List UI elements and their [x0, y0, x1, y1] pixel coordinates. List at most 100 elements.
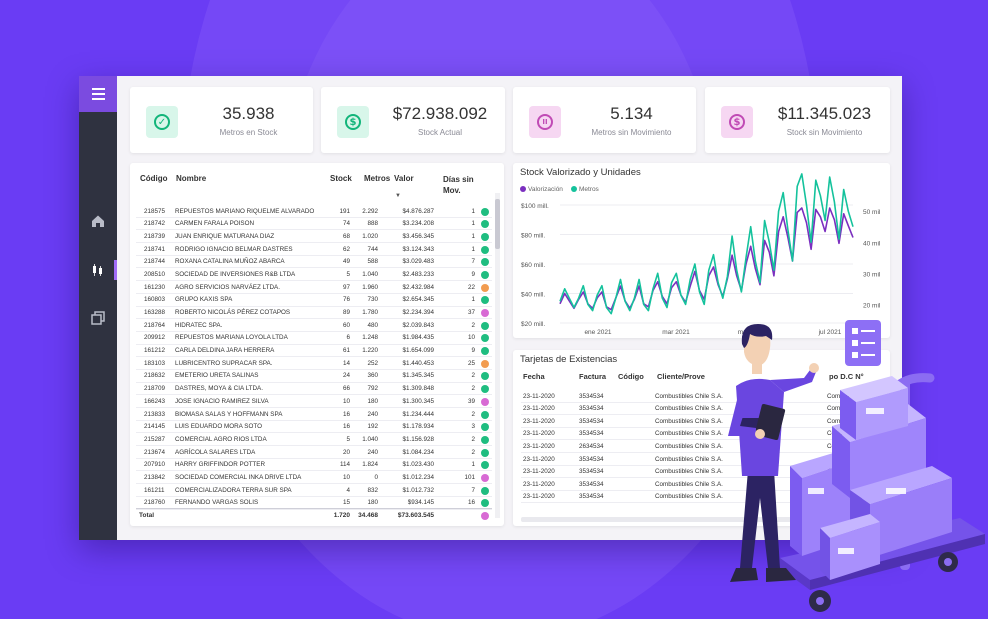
cell-fecha: 23-11-2020 [523, 430, 555, 438]
status-icon [481, 245, 489, 254]
cell-stock: 114 [339, 461, 350, 469]
cell-metros: 1.040 [362, 270, 378, 278]
cell-nombre: CARMEN FARALA POISON [175, 220, 255, 228]
table-row[interactable]: 213674 AGRÍCOLA SALARES LTDA 20 240 $1.084.2… [136, 446, 492, 459]
tarjetas-hscroll[interactable] [521, 517, 811, 522]
cell-metros: 1.824 [362, 461, 378, 469]
col-nombre[interactable]: Nombre [176, 174, 207, 183]
table-row[interactable]: 218575 REPUESTOS MARIANO RIQUELME ALVARAD… [136, 205, 492, 218]
table-scrollbar[interactable] [495, 193, 500, 518]
table-row[interactable]: 218709 DASTRES, MOYA & CIA LTDA. 66 792 $1.3… [136, 383, 492, 396]
legend-item-valorizacion[interactable]: Valorización [520, 186, 563, 193]
table-row[interactable]: 161230 AGRO SERVICIOS NARVÁEZ LTDA. 97 1.96… [136, 281, 492, 294]
table-row[interactable]: 163288 ROBERTO NICOLÁS PÉREZ COTAPOS 89 1.7… [136, 307, 492, 320]
cell-factura: 3534534 [579, 430, 604, 438]
home-icon[interactable] [90, 213, 106, 229]
x-tick: ene 2021 [584, 329, 611, 336]
cell-codigo: 218709 [144, 385, 166, 393]
table-row[interactable]: 160803 GRUPO KAXIS SPA 76 730 $2.654.345 1 [136, 294, 492, 307]
table-row[interactable]: 183103 LUBRICENTRO SUPRACAR SPA. 14 252 $1.4… [136, 357, 492, 370]
table-header: Código Nombre Stock Metros Valor Días si… [130, 171, 504, 205]
table-row[interactable]: 213833 BIOMASA SALAS Y HOFFMANN SPA 16 240 $… [136, 408, 492, 421]
table-row[interactable]: 209912 REPUESTOS MARIANA LOYOLA LTDA 6 1.24… [136, 332, 492, 345]
cell-metros: 480 [367, 321, 378, 329]
cell-metros: 180 [367, 499, 378, 507]
col-tipo[interactable]: po D.C N° [829, 372, 864, 381]
cell-valor: $1.012.234 [402, 473, 434, 481]
kpi-metros-sin-movimiento: II 5.134 Metros sin Movimiento [513, 87, 696, 153]
legend-item-metros[interactable]: Metros [570, 186, 599, 193]
list-item[interactable]: 23-11-2020 3534534 Combustibles Chile S.A.… [521, 415, 890, 428]
cell-dias: 37 [467, 309, 475, 316]
y-left-tick: $40 mill. [521, 292, 545, 299]
cell-stock: 74 [342, 220, 350, 228]
col-codigo[interactable]: Código [618, 372, 644, 381]
candlestick-icon[interactable] [90, 262, 106, 278]
col-dias[interactable]: Días sin Mov. [443, 175, 474, 195]
cell-valor: $1.156.928 [402, 435, 434, 443]
x-tick: mar 2021 [662, 329, 690, 336]
table-row[interactable]: 218744 ROXANA CATALINA MUÑOZ ABARCA 49 588 $… [136, 256, 492, 269]
cell-metros: 792 [367, 385, 378, 393]
cell-codigo: 218739 [144, 232, 166, 240]
cell-dias: 22 [467, 283, 475, 291]
cell-metros: 1.780 [362, 309, 378, 316]
cell-metros: 1.020 [362, 232, 378, 240]
cell-fecha: 23-11-2020 [523, 442, 555, 450]
table-row[interactable]: 218764 HIDRATEC SPA. 60 480 $2.039.843 2 [136, 319, 492, 332]
table-row[interactable]: 208510 SOCIEDAD DE INVERSIONES R&B LTDA 5 1… [136, 268, 492, 282]
hamburger-icon[interactable] [79, 76, 117, 112]
cell-stock: 6 [346, 334, 350, 342]
table-row[interactable]: 218742 CARMEN FARALA POISON 74 888 $3.234.20… [136, 218, 492, 231]
col-stock[interactable]: Stock [330, 174, 352, 183]
cell-dias: 7 [471, 486, 475, 494]
table-row[interactable]: 207910 HARRY GRIFFINDOR POTTER 114 1.824 $1.… [136, 459, 492, 472]
cell-codigo: 161211 [144, 486, 165, 494]
status-icon [481, 321, 489, 330]
table-row[interactable]: 218632 EMETERIO URETA SALINAS 24 360 $1.345.… [136, 370, 492, 383]
list-item[interactable]: 23-11-2020 3534534 Combustibles Chile S.A.… [521, 403, 890, 416]
status-icon [481, 258, 489, 267]
cell-valor: $3.234.208 [402, 220, 434, 228]
y-right-tick: 50 mil [863, 209, 881, 216]
table-row[interactable]: 161212 CARLA DELDINA JARA HERRERA 61 1.220 $… [136, 345, 492, 358]
cell-valor: $3.124.343 [402, 245, 434, 253]
cell-stock: 191 [339, 207, 350, 215]
x-tick: jul 2021 [818, 329, 842, 336]
cell-tipo: Compra [827, 405, 850, 413]
table-row[interactable]: 215287 COMERCIAL AGRO RIOS LTDA 5 1.040 $1.1… [136, 433, 492, 447]
table-row[interactable]: 214145 LUIS EDUARDO MORA SOTO 16 192 $1.178.… [136, 421, 492, 434]
cell-valor: $1.300.345 [402, 397, 434, 405]
col-valor[interactable]: Valor [394, 174, 414, 183]
table-row[interactable]: 218741 RODRIGO IGNACIO BELMAR DASTRES 62 74… [136, 243, 492, 256]
cell-codigo: 163288 [144, 309, 166, 316]
copy-icon[interactable] [90, 310, 106, 326]
status-icon [481, 347, 489, 356]
cell-nombre: BIOMASA SALAS Y HOFFMANN SPA [175, 410, 283, 418]
cell-dias: 9 [471, 347, 475, 355]
status-icon [481, 334, 489, 343]
cell-factura: 3534534 [579, 480, 604, 488]
cell-factura: 2634534 [579, 442, 604, 450]
table-row[interactable]: 166243 JOSE IGNACIO RAMIREZ SILVA 10 180 $1.… [136, 395, 492, 408]
table-row[interactable]: 218739 JUAN ENRIQUE MATURANA DIAZ 68 1.020 $… [136, 230, 492, 244]
kpi-stock-sin-movimiento: $ $11.345.023 Stock sin Movimiento [705, 87, 890, 153]
cell-codigo: 218744 [144, 258, 166, 266]
col-factura[interactable]: Factura [579, 372, 607, 381]
status-icon [481, 359, 489, 368]
chart-legend: Valorización Metros [520, 186, 599, 193]
cell-valor: $3.029.483 [402, 258, 434, 266]
table-row[interactable]: 213842 SOCIEDAD COMERCIAL INKA DRIVE LTDA… [136, 471, 492, 485]
cell-stock: 10 [342, 397, 350, 405]
col-codigo[interactable]: Código [140, 174, 168, 183]
cell-metros: 730 [367, 296, 378, 304]
table-row[interactable]: 218760 FERNANDO VARGAS SOLIS 15 180 $934.145… [136, 497, 492, 510]
col-metros[interactable]: Metros [364, 174, 391, 183]
col-cliente[interactable]: Cliente/Prove [657, 372, 705, 381]
cell-metros: 2.292 [362, 207, 378, 215]
col-fecha[interactable]: Fecha [523, 372, 545, 381]
table-row[interactable]: 161211 COMERCIALIZADORA TERRA SUR SPA 4 832… [136, 484, 492, 497]
cell-dias: 2 [471, 372, 475, 380]
list-item[interactable]: 23-11-2020 3534534 Combustibles Chile S.A.… [521, 390, 890, 403]
cell-stock: 61 [342, 347, 350, 355]
